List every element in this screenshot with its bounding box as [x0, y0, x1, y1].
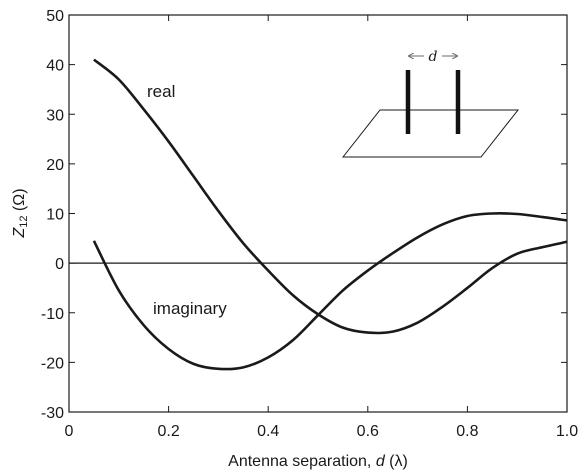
- y-tick-label: -30: [41, 405, 64, 422]
- series-line-imaginary: [92, 212, 568, 371]
- y-tick-label: 20: [46, 157, 64, 174]
- y-tick-label: 50: [46, 8, 64, 25]
- x-axis-title-unit: (λ): [385, 453, 408, 470]
- y-tick-label: 0: [55, 256, 64, 273]
- y-axis-title: Z12 (Ω): [11, 188, 30, 238]
- x-axis-title-prefix: Antenna separation,: [228, 453, 376, 470]
- x-axis-title-variable: d: [376, 453, 386, 470]
- ground-plane: [341, 109, 520, 158]
- series-label-imaginary: imaginary: [153, 299, 227, 318]
- y-axis-title-symbol: Z: [11, 227, 28, 239]
- x-tick-label: 0.8: [456, 423, 478, 440]
- x-tick-label: 0.4: [257, 423, 279, 440]
- y-axis-title-unit: (Ω): [11, 188, 28, 215]
- series-line-real: [93, 58, 568, 335]
- x-tick-label: 1.0: [556, 423, 578, 440]
- y-tick-label: 40: [46, 58, 64, 75]
- y-axis: -30 -20 -10 0 10 20 30 40 50: [41, 8, 567, 422]
- antenna-inset-diagram: d: [341, 49, 520, 158]
- series-group: [92, 58, 568, 371]
- y-axis-title-subscript: 12: [18, 216, 30, 228]
- x-axis: 0 0.2 0.4 0.6 0.8 1.0: [65, 15, 578, 440]
- y-tick-label: -20: [41, 355, 64, 372]
- x-tick-label: 0.2: [157, 423, 179, 440]
- y-tick-label: 10: [46, 207, 64, 224]
- x-axis-title: Antenna separation, d (λ): [228, 453, 408, 470]
- x-tick-label: 0.6: [357, 423, 379, 440]
- series-label-real: real: [147, 82, 175, 101]
- y-tick-label: 30: [46, 107, 64, 124]
- separation-label: d: [429, 49, 438, 65]
- y-tick-label: -10: [41, 306, 64, 323]
- x-tick-label: 0: [65, 423, 74, 440]
